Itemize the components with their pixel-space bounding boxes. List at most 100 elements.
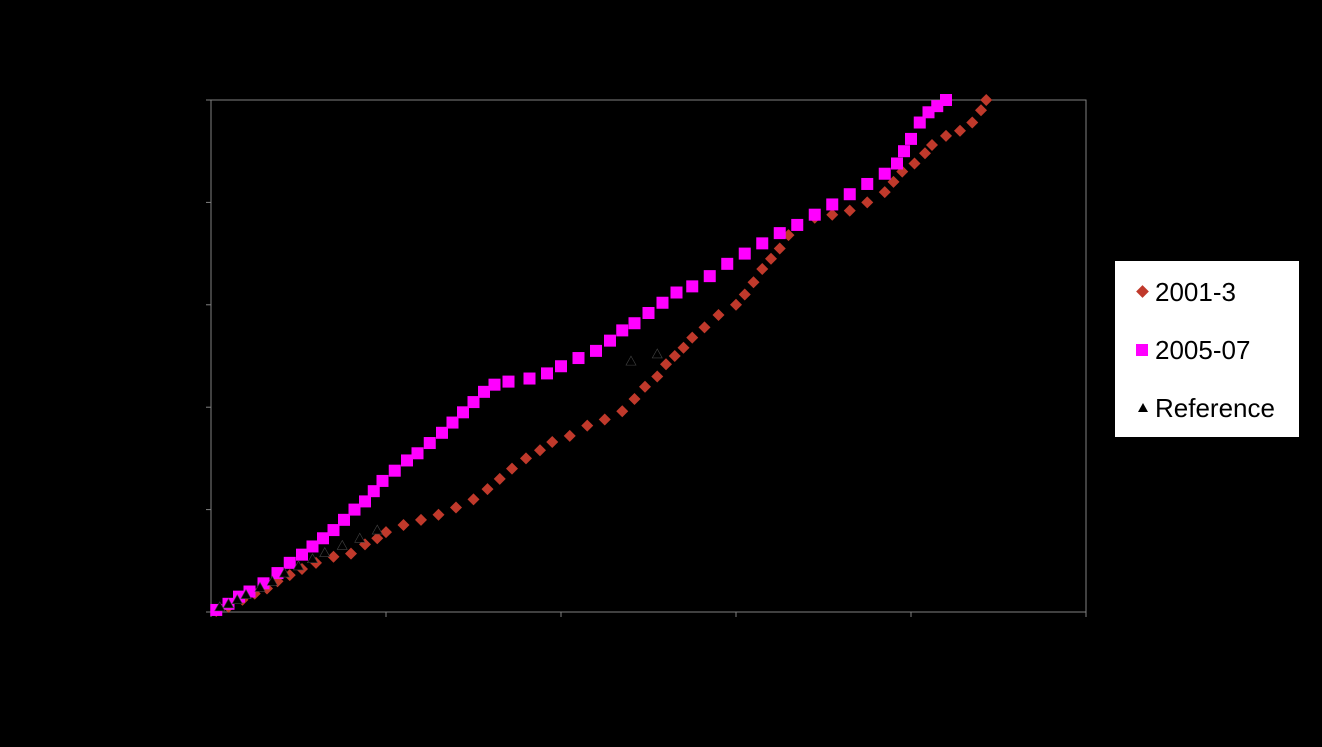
data-point bbox=[940, 129, 952, 142]
data-point bbox=[367, 485, 380, 498]
data-points bbox=[210, 94, 993, 617]
data-point bbox=[376, 474, 389, 487]
data-point bbox=[581, 419, 594, 432]
data-point bbox=[651, 370, 664, 383]
data-point bbox=[773, 242, 786, 255]
data-point bbox=[415, 513, 427, 526]
diamond-marker-icon bbox=[1133, 282, 1153, 302]
data-point bbox=[639, 380, 651, 393]
data-point bbox=[712, 309, 725, 322]
data-point bbox=[843, 188, 856, 201]
y-axis-ticks bbox=[206, 99, 211, 613]
data-point bbox=[336, 539, 348, 550]
data-point bbox=[317, 532, 329, 545]
series-reference bbox=[214, 348, 663, 612]
data-point bbox=[493, 472, 506, 485]
data-point bbox=[791, 218, 804, 231]
data-point bbox=[765, 252, 777, 265]
data-point bbox=[861, 196, 874, 209]
legend-label: Reference bbox=[1155, 392, 1275, 423]
data-point bbox=[240, 588, 252, 599]
legend-item-2001-3: 2001-3 bbox=[1133, 277, 1236, 307]
data-point bbox=[534, 444, 546, 457]
data-point bbox=[668, 350, 681, 362]
data-point bbox=[980, 94, 993, 106]
data-point bbox=[450, 501, 462, 514]
data-point bbox=[354, 532, 366, 543]
data-point bbox=[773, 227, 786, 240]
data-point bbox=[738, 288, 751, 301]
data-point bbox=[642, 306, 655, 319]
data-point bbox=[254, 581, 266, 592]
data-point bbox=[826, 198, 839, 211]
data-point bbox=[338, 513, 350, 526]
data-point bbox=[738, 247, 751, 260]
data-point bbox=[698, 321, 711, 334]
data-point bbox=[878, 186, 891, 199]
data-point bbox=[826, 208, 839, 221]
data-point bbox=[628, 317, 641, 330]
square-marker-icon bbox=[1133, 340, 1153, 360]
data-point bbox=[481, 483, 494, 496]
data-point bbox=[296, 548, 308, 561]
data-point bbox=[730, 298, 742, 311]
data-point bbox=[555, 360, 567, 373]
data-point bbox=[319, 546, 331, 557]
data-point bbox=[397, 518, 410, 531]
data-point bbox=[905, 132, 917, 145]
data-point bbox=[327, 524, 340, 537]
data-point bbox=[590, 344, 602, 357]
data-point bbox=[520, 452, 532, 465]
data-point bbox=[954, 124, 966, 137]
legend-item-2005-07: 2005-07 bbox=[1133, 335, 1250, 365]
x-axis-ticks bbox=[210, 612, 1087, 617]
data-point bbox=[616, 324, 629, 337]
data-point bbox=[940, 94, 952, 106]
data-point bbox=[656, 296, 669, 309]
legend-item-reference: Reference bbox=[1133, 393, 1275, 423]
data-point bbox=[628, 393, 641, 406]
data-point bbox=[926, 139, 938, 152]
data-point bbox=[327, 550, 340, 563]
data-point bbox=[345, 547, 357, 560]
data-point bbox=[423, 437, 436, 450]
data-point bbox=[214, 601, 226, 612]
data-point bbox=[975, 104, 987, 117]
data-point bbox=[222, 598, 235, 609]
data-point bbox=[604, 334, 616, 347]
series-2005-07 bbox=[210, 94, 952, 616]
data-point bbox=[380, 526, 392, 539]
legend-label: 2001-3 bbox=[1155, 276, 1236, 307]
plot-area bbox=[210, 99, 1087, 613]
data-point bbox=[908, 157, 921, 170]
data-point bbox=[546, 436, 559, 449]
data-point bbox=[231, 594, 243, 605]
data-point bbox=[411, 447, 424, 460]
data-point bbox=[457, 406, 469, 419]
data-point bbox=[919, 147, 931, 160]
data-point bbox=[756, 237, 769, 250]
data-point bbox=[502, 375, 515, 388]
triangle-marker-icon bbox=[1133, 398, 1153, 418]
data-point bbox=[278, 567, 291, 578]
data-point bbox=[446, 416, 459, 429]
data-point bbox=[616, 405, 629, 418]
data-point bbox=[660, 358, 672, 371]
data-point bbox=[371, 524, 383, 535]
data-point bbox=[371, 532, 384, 545]
data-point bbox=[891, 157, 903, 170]
data-point bbox=[467, 396, 480, 409]
data-point bbox=[306, 553, 319, 564]
data-point bbox=[703, 270, 716, 283]
data-point bbox=[625, 355, 637, 366]
data-point bbox=[686, 331, 699, 344]
data-point bbox=[913, 116, 926, 129]
data-point bbox=[292, 560, 305, 571]
data-point bbox=[808, 208, 821, 221]
data-point bbox=[677, 341, 690, 354]
data-point bbox=[541, 367, 553, 380]
data-point bbox=[686, 280, 699, 293]
data-point bbox=[861, 177, 874, 190]
legend: 2001-3 2005-07 Reference bbox=[1115, 261, 1299, 437]
